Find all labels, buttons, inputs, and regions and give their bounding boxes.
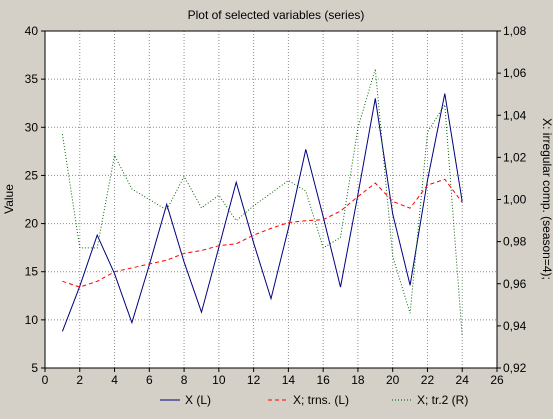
legend-label-3: X; tr.2 (R) <box>417 393 468 407</box>
legend-label-1: X (L) <box>185 393 211 407</box>
x-tick-label: 14 <box>282 373 296 387</box>
y-tick-label-left: 20 <box>25 217 39 231</box>
y-tick-label-right: 1,02 <box>503 150 527 164</box>
legend-label-2: X; trns. (L) <box>293 393 349 407</box>
y-tick-label-right: 1,04 <box>503 108 527 122</box>
x-tick-label: 16 <box>316 373 330 387</box>
x-tick-label: 22 <box>421 373 435 387</box>
x-tick-label: 24 <box>456 373 470 387</box>
x-tick-label: 18 <box>351 373 365 387</box>
y-tick-label-right: 1,00 <box>503 193 527 207</box>
x-tick-label: 12 <box>247 373 261 387</box>
y-tick-label-left: 40 <box>25 24 39 38</box>
x-tick-label: 8 <box>181 373 188 387</box>
y-axis-label-right: X: irregular comp. (season=4); <box>540 118 553 280</box>
y-tick-label-left: 30 <box>25 120 39 134</box>
x-tick-label: 6 <box>146 373 153 387</box>
y-tick-label-right: 0,94 <box>503 319 527 333</box>
y-tick-label-right: 1,06 <box>503 66 527 80</box>
y-tick-label-left: 15 <box>25 265 39 279</box>
y-tick-label-right: 1,08 <box>503 24 527 38</box>
x-tick-label: 20 <box>386 373 400 387</box>
x-tick-label: 2 <box>76 373 83 387</box>
x-tick-label: 26 <box>490 373 504 387</box>
y-tick-label-right: 0,92 <box>503 361 527 375</box>
y-tick-label-left: 35 <box>25 72 39 86</box>
x-tick-label: 0 <box>42 373 49 387</box>
chart-title: Plot of selected variables (series) <box>188 8 365 22</box>
legend: X (L) X; trns. (L) X; tr.2 (R) <box>160 393 468 407</box>
y-tick-label-left: 10 <box>25 313 39 327</box>
x-tick-label: 4 <box>111 373 118 387</box>
y-tick-label-left: 25 <box>25 168 39 182</box>
y-tick-label-right: 0,96 <box>503 277 527 291</box>
y-tick-label-right: 0,98 <box>503 235 527 249</box>
plot-area <box>45 31 497 368</box>
x-tick-label: 10 <box>212 373 226 387</box>
y-axis-label-left: Value <box>2 184 16 214</box>
y-tick-label-left: 5 <box>31 361 38 375</box>
